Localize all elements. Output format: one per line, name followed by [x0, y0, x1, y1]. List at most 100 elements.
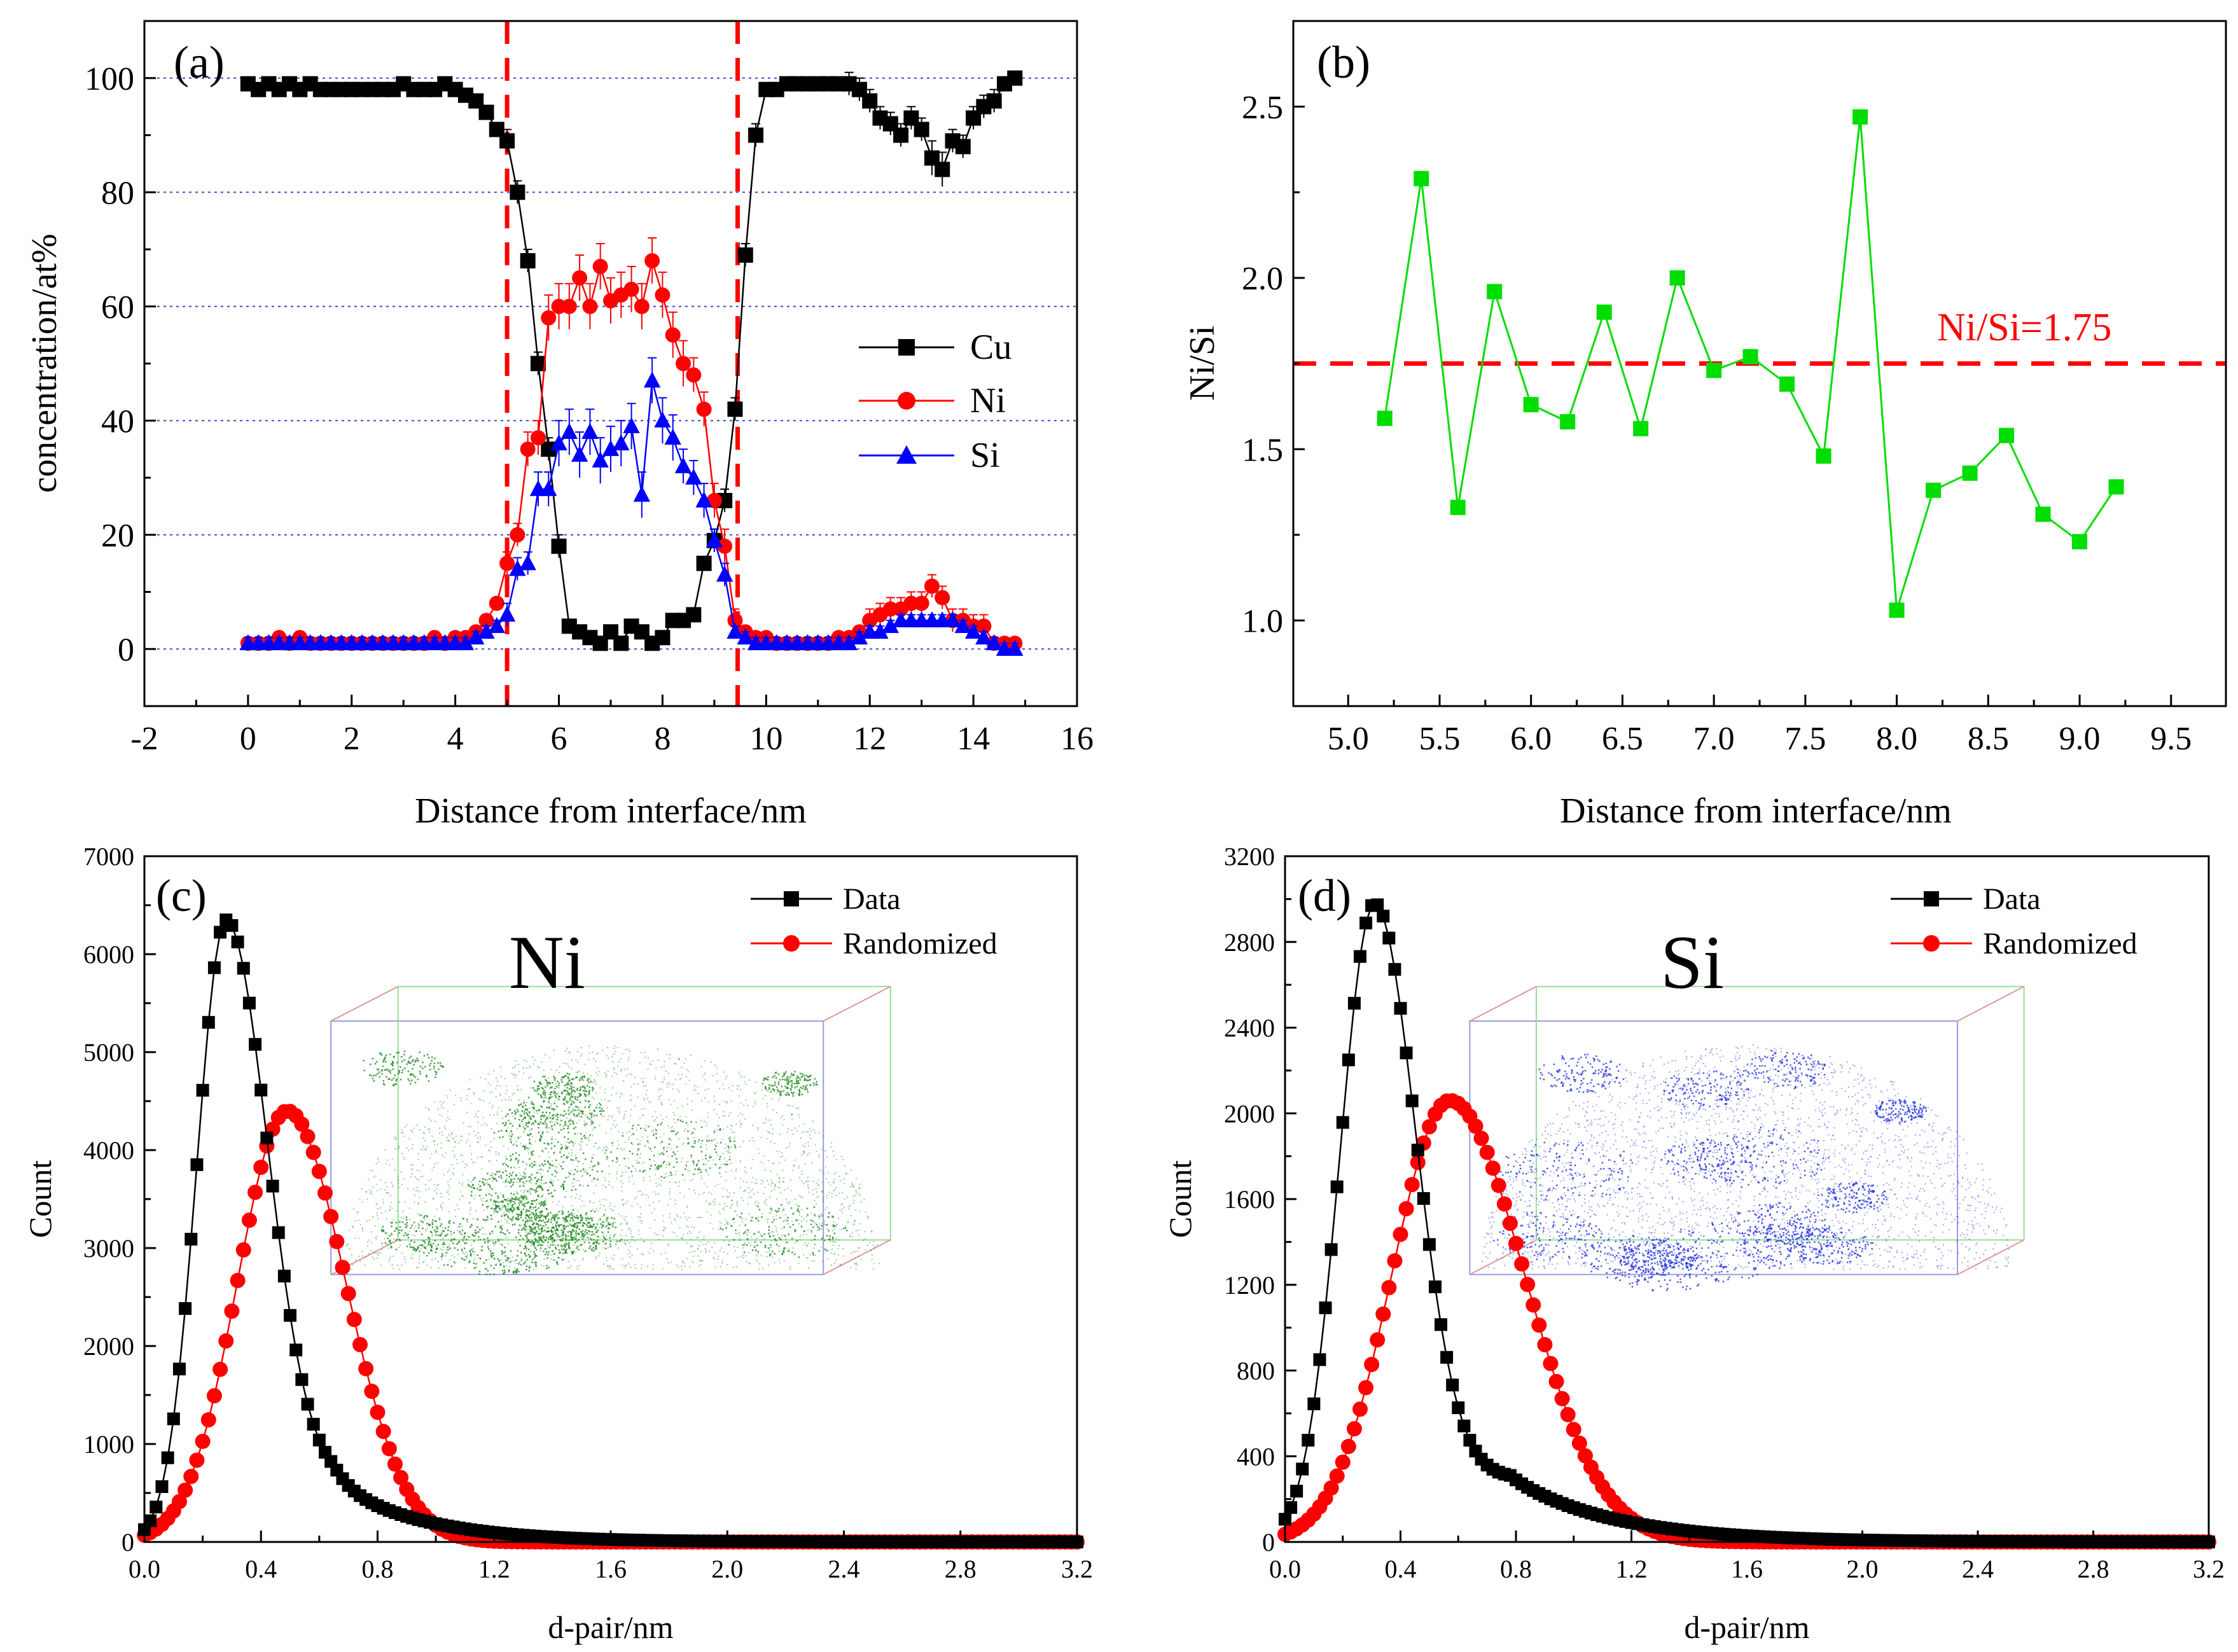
atom-point	[441, 1209, 443, 1211]
cluster-point	[832, 1225, 835, 1228]
atom-point	[765, 1204, 767, 1206]
atom-point	[779, 1178, 781, 1180]
cluster-point	[591, 1157, 594, 1159]
atom-point	[410, 1164, 412, 1166]
atom-point	[641, 1078, 643, 1079]
atom-point	[716, 1142, 718, 1144]
cluster-point	[442, 1243, 444, 1246]
cluster-point	[515, 1152, 517, 1154]
atom-point	[817, 1215, 819, 1217]
cluster-point	[586, 1232, 588, 1234]
atom-point	[430, 1267, 432, 1268]
atom-point	[625, 1243, 627, 1245]
cluster-point	[505, 1163, 508, 1166]
atom-point	[632, 1165, 634, 1167]
atom-point	[460, 1097, 462, 1099]
atom-point	[693, 1089, 695, 1091]
atom-point	[845, 1172, 847, 1174]
cluster-point	[592, 1089, 594, 1092]
cluster-point	[529, 1142, 531, 1144]
cluster-point	[572, 1159, 574, 1161]
atom-point	[658, 1234, 660, 1236]
atom-point	[439, 1114, 441, 1116]
point-ratio	[2108, 479, 2124, 495]
cluster-point	[489, 1233, 491, 1235]
cluster-point	[814, 1235, 816, 1237]
atom-point	[412, 1164, 414, 1166]
atom-point	[723, 1251, 725, 1253]
atom-point	[668, 1244, 670, 1246]
cluster-point	[404, 1223, 407, 1225]
atom-point	[646, 1090, 648, 1092]
atom-point	[709, 1251, 711, 1253]
atom-point	[794, 1242, 796, 1244]
atom-point	[416, 1267, 418, 1268]
atom-point	[571, 1068, 573, 1070]
cluster-point	[531, 1188, 533, 1191]
atom-point	[805, 1142, 807, 1144]
cluster-point	[566, 1216, 568, 1218]
atom-point	[644, 1124, 646, 1126]
cluster-point	[484, 1219, 486, 1221]
atom-point	[835, 1241, 837, 1243]
atom-point	[483, 1090, 485, 1092]
cluster-point	[756, 1244, 758, 1247]
atom-point	[436, 1193, 438, 1195]
cluster-point	[812, 1220, 814, 1223]
cluster-point	[527, 1233, 529, 1235]
cluster-point	[770, 1253, 772, 1256]
cluster-point	[448, 1221, 450, 1223]
cluster-point	[459, 1231, 461, 1233]
cluster-point	[443, 1243, 446, 1246]
atom-point	[707, 1088, 709, 1090]
atom-point	[424, 1219, 426, 1221]
cluster-point	[803, 1230, 805, 1233]
cluster-point	[490, 1253, 492, 1254]
atom-point	[458, 1142, 460, 1144]
atom-point	[681, 1158, 683, 1160]
atom-point	[742, 1104, 744, 1106]
atom-point	[388, 1209, 390, 1211]
atom-point	[594, 1080, 596, 1082]
cluster-point	[541, 1244, 543, 1247]
cluster-point	[518, 1124, 520, 1127]
atom-point	[415, 1190, 417, 1191]
atom-point	[607, 1047, 609, 1049]
legend-a-ni-label: Ni	[970, 381, 1006, 420]
atom-point	[500, 1205, 502, 1207]
atom-point	[873, 1246, 875, 1248]
atom-point	[385, 1210, 387, 1212]
atom-point	[732, 1239, 733, 1240]
atom-point	[842, 1248, 844, 1250]
atom-point	[427, 1243, 429, 1245]
cluster-point	[516, 1268, 518, 1271]
cluster-point	[510, 1218, 511, 1220]
cluster-point	[608, 1223, 609, 1226]
atom-point	[855, 1194, 857, 1196]
cluster-point	[570, 1085, 572, 1087]
atom-point	[487, 1160, 489, 1162]
atom-point	[870, 1231, 872, 1233]
atom-point	[455, 1095, 457, 1097]
atom-point	[566, 1123, 567, 1125]
cluster-point	[540, 1201, 543, 1203]
cluster-point	[532, 1106, 534, 1108]
cluster-point	[580, 1214, 582, 1216]
atom-point	[665, 1116, 667, 1118]
atom-point	[392, 1255, 394, 1257]
cluster-point	[797, 1208, 799, 1210]
atom-point	[700, 1251, 702, 1253]
atom-point	[776, 1092, 778, 1094]
atom-point	[370, 1191, 372, 1193]
atom-point	[839, 1209, 841, 1211]
atom-point	[798, 1116, 800, 1118]
atom-point	[454, 1153, 455, 1155]
atom-point	[630, 1099, 632, 1100]
atom-point	[751, 1188, 753, 1190]
atom-point	[627, 1059, 629, 1061]
atom-point	[618, 1107, 620, 1109]
atom-point	[459, 1198, 461, 1200]
atom-point	[667, 1072, 669, 1074]
atom-point	[498, 1152, 500, 1154]
atom-point	[354, 1237, 356, 1239]
